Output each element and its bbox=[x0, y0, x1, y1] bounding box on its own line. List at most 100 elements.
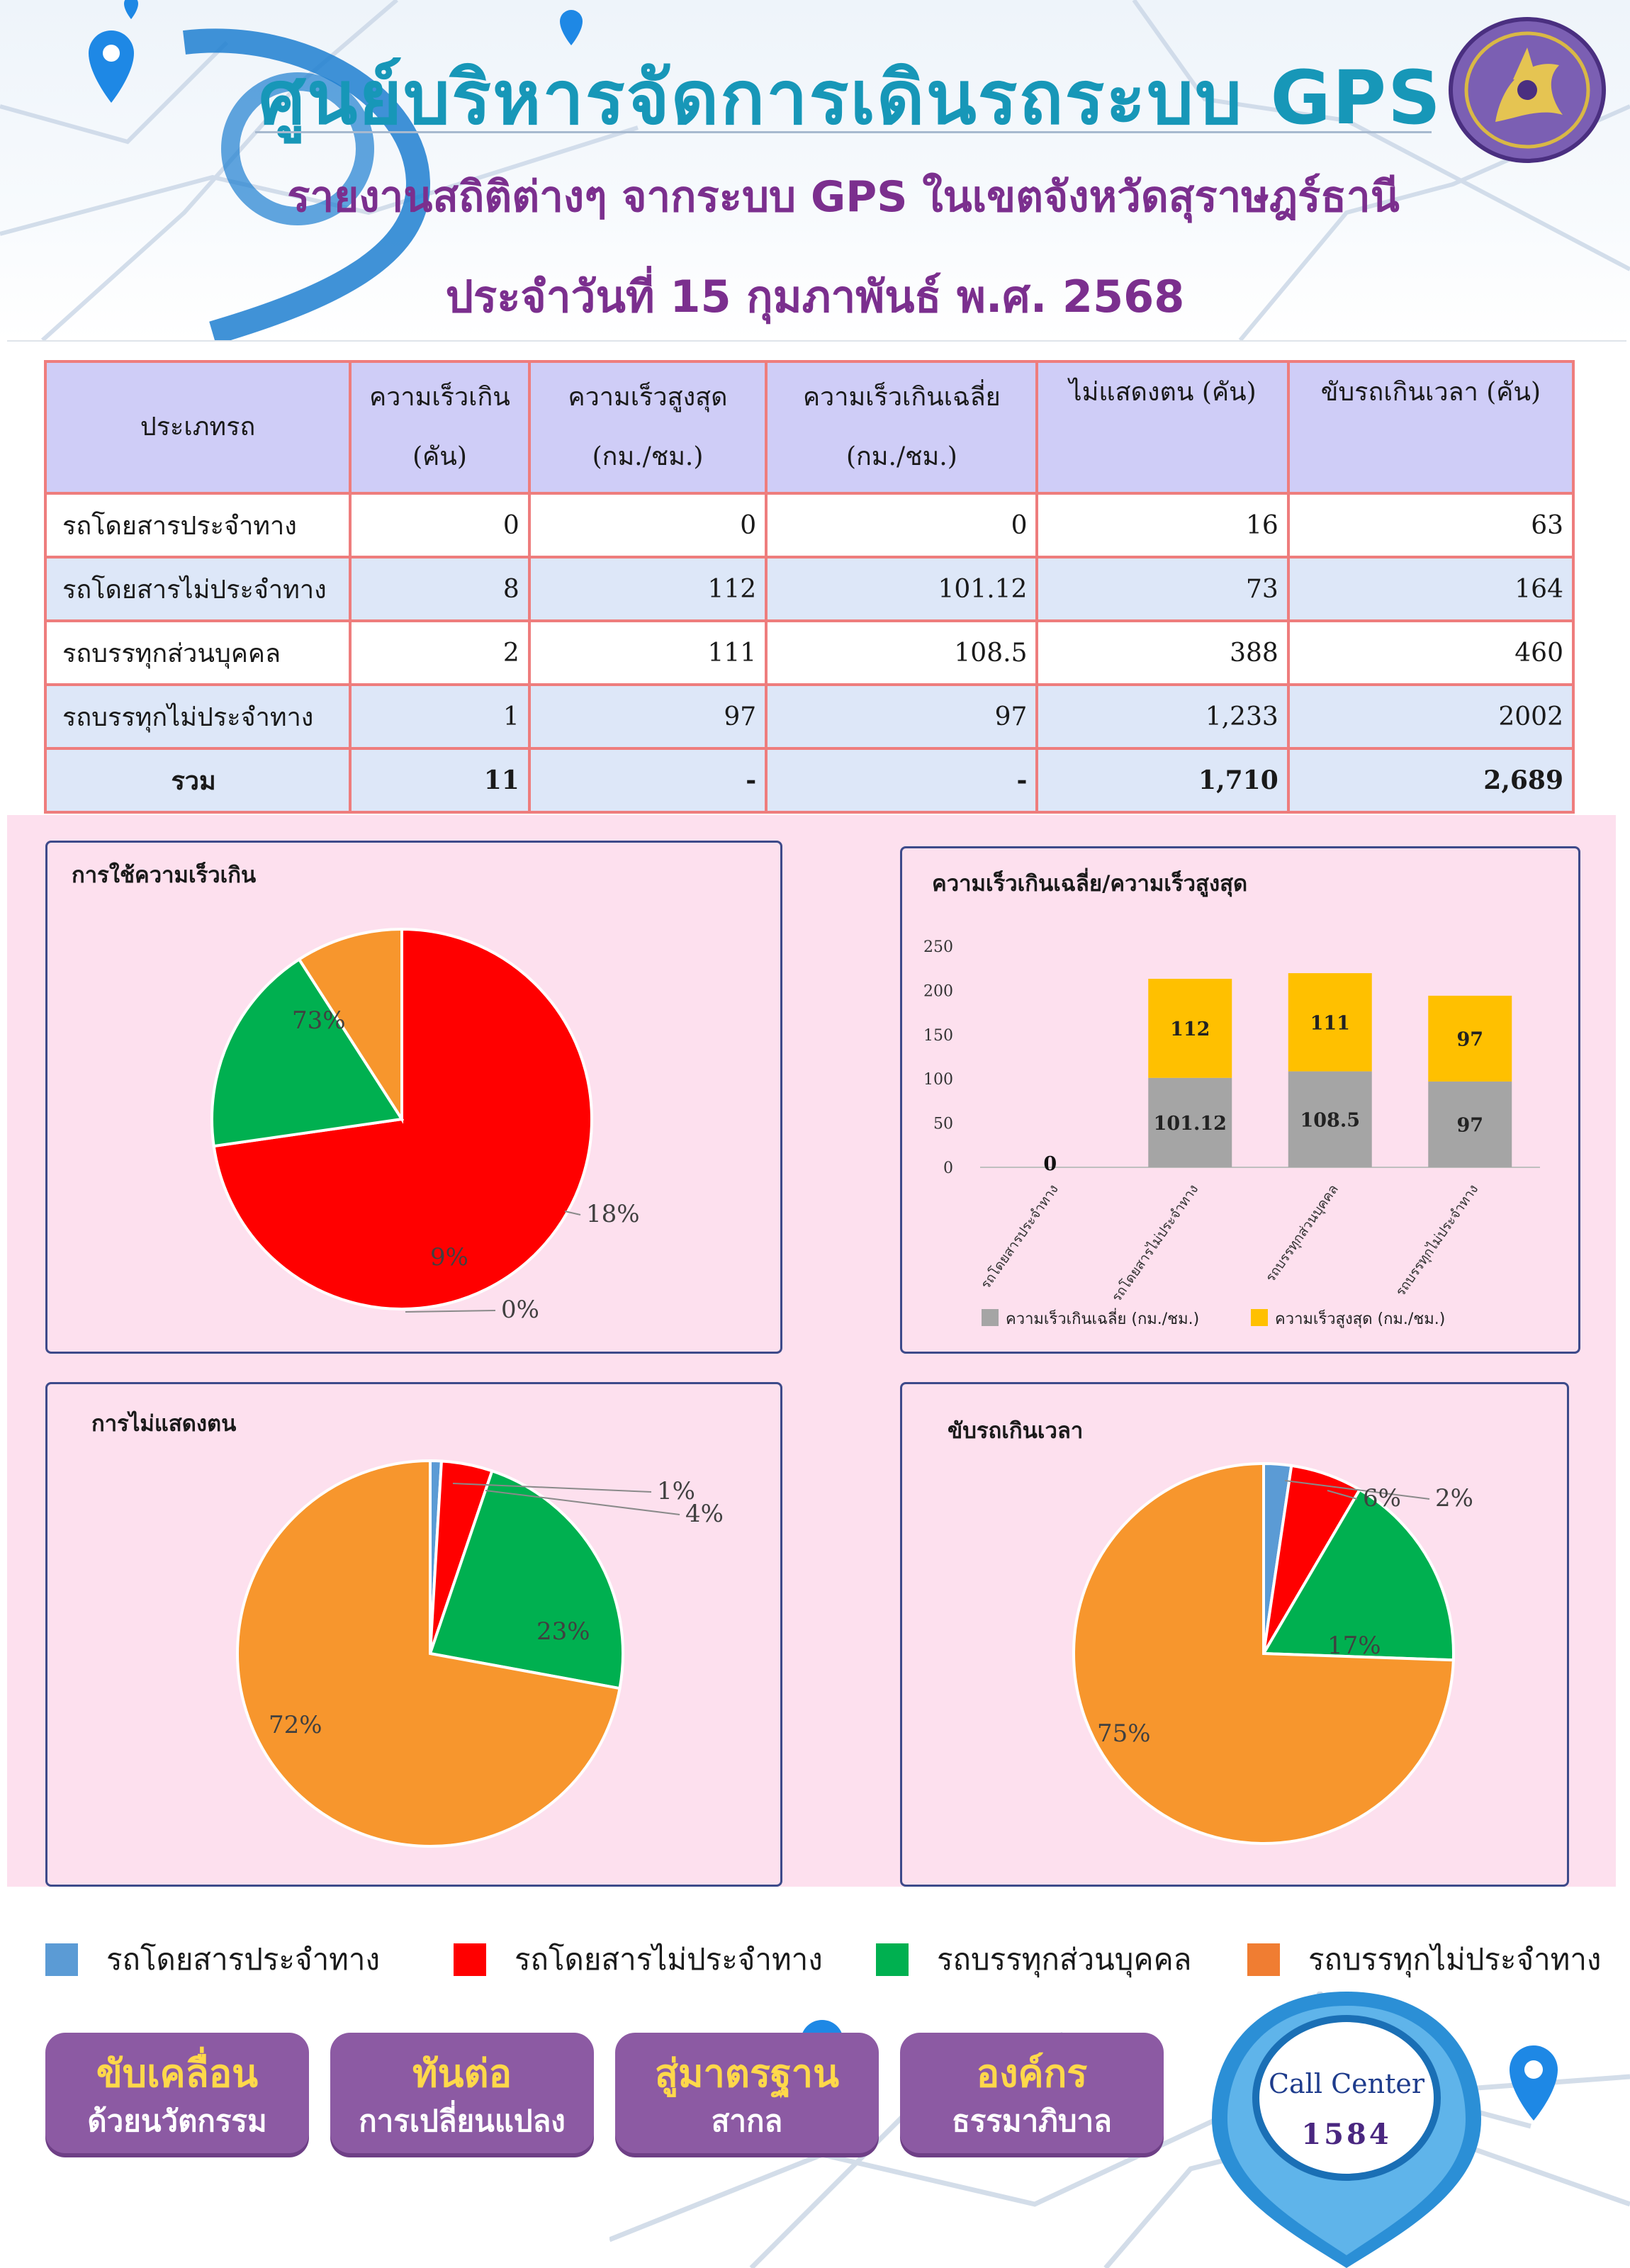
x-category-label: รถบรรทุกส่วนบุคคล bbox=[1263, 1181, 1342, 1285]
pillar-badge-standard: สู่มาตรฐาน สากล bbox=[615, 2033, 879, 2153]
y-tick-label: 150 bbox=[923, 1027, 953, 1045]
small-pin-icons bbox=[89, 0, 583, 103]
pie-leader-line bbox=[1284, 1480, 1430, 1500]
cell-total-overspeed: 11 bbox=[349, 747, 531, 814]
legend-item-truck-private: รถบรรทุกส่วนบุคคล bbox=[876, 1935, 1191, 1984]
header-overtime: ขับรถเกินเวลา (คัน) bbox=[1286, 360, 1575, 495]
cell-overtime: 164 bbox=[1286, 556, 1575, 622]
bar-segment-max bbox=[1288, 973, 1372, 1072]
table-row: รถบรรทุกส่วนบุคคล 2 111 108.5 388 460 bbox=[43, 619, 1575, 686]
bar-data-label: 97 bbox=[1456, 1114, 1483, 1136]
title-divider bbox=[255, 131, 1432, 133]
legend-item-bus-nonfixed: รถโดยสารไม่ประจำทาง bbox=[454, 1935, 823, 1984]
y-tick-label: 0 bbox=[943, 1160, 953, 1177]
cell-max-speed: 112 bbox=[527, 556, 768, 622]
bar-data-label: 111 bbox=[1310, 1012, 1350, 1034]
legend-item-truck-nonfixed: รถบรรทุกไม่ประจำทาง bbox=[1247, 1935, 1601, 1984]
charts-area: การใช้ความเร็วเกิน 0% 73% 18% 9% ความเร็วเก… bbox=[7, 815, 1616, 1887]
cell-overtime: 2002 bbox=[1286, 683, 1575, 750]
no-identity-pie-chart: 1%4% 23% 72% bbox=[236, 1459, 724, 1848]
pie-data-label: 0% bbox=[501, 1296, 539, 1324]
pie-slice-4 bbox=[297, 927, 403, 1124]
statistics-table: ประเภทรถ ความเร็วเกิน (คัน) ความเร็วสูงสุ… bbox=[43, 360, 1575, 814]
cell-overspeed: 8 bbox=[349, 556, 531, 622]
overtime-pie-chart: 2% 6% 17% 75% bbox=[1072, 1461, 1473, 1845]
pie-leader-line bbox=[564, 1211, 581, 1216]
table-row: รถโดยสารไม่ประจำทาง 8 112 101.12 73 164 bbox=[43, 556, 1575, 622]
bar-segment-avg bbox=[1288, 1071, 1372, 1167]
cell-overspeed: 2 bbox=[349, 619, 531, 686]
pie-data-label: 6% bbox=[1363, 1484, 1401, 1512]
cell-vehicle-type: รถบรรทุกส่วนบุคคล bbox=[43, 619, 352, 686]
call-center-label: Call Center bbox=[1268, 2068, 1425, 2099]
pie-data-label: 75% bbox=[1097, 1719, 1151, 1748]
pie-data-label: 73% bbox=[292, 1006, 346, 1035]
department-seal-icon bbox=[1449, 17, 1606, 163]
pie-data-label: 23% bbox=[536, 1617, 590, 1646]
bar-segment-avg bbox=[1148, 1077, 1232, 1167]
report-date: ประจำวันที่ 15 กุมภาพันธ์ พ.ศ. 2568 bbox=[445, 271, 1185, 322]
cell-vehicle-type: รถโดยสารไม่ประจำทาง bbox=[43, 556, 352, 622]
speed-bar-panel: ความเร็วเกินเฉลี่ย/ความเร็วสูงสุด 0 50 100… bbox=[900, 846, 1580, 1354]
map-pin-icon bbox=[1212, 1992, 1481, 2268]
statistics-table-section: ประเภทรถ ความเร็วเกิน (คัน) ความเร็วสูงสุ… bbox=[7, 340, 1626, 815]
speed-stacked-bar-chart: 0 50 100 150 200 250 0 รถโดยสารประจำทาง 101.12 11… bbox=[923, 938, 1540, 1328]
header-max-speed: ความเร็วสูงสุด (กม./ชม.) bbox=[527, 360, 768, 495]
cell-total-no-identity: 1,710 bbox=[1035, 747, 1290, 814]
pie-slice-4 bbox=[1072, 1461, 1455, 1845]
bar-legend-label: ความเร็วสูงสุด (กม./ชม.) bbox=[1275, 1308, 1445, 1328]
table-row: รถโดยสารประจำทาง 0 0 0 16 63 bbox=[43, 492, 1575, 558]
bar-legend-label: ความเร็วเกินเฉลี่ย (กม./ชม.) bbox=[1006, 1308, 1199, 1328]
cell-max-speed: 0 bbox=[527, 492, 768, 558]
pillar-badge-change: ทันต่อ การเปลี่ยนแปลง bbox=[330, 2033, 594, 2153]
no-identity-pie-panel: การไม่แสดงตน 1% 4% 23% 72% bbox=[45, 1382, 782, 1887]
pie-data-label: 2% bbox=[1435, 1484, 1473, 1512]
cell-total-max-speed: - bbox=[527, 747, 768, 814]
pillar-badge-innovation: ขับเคลื่อน ด้วยนวัตกรรม bbox=[45, 2033, 309, 2153]
pie-leader-line bbox=[1327, 1490, 1358, 1500]
table-row: รถบรรทุกไม่ประจำทาง 1 97 97 1,233 2002 bbox=[43, 683, 1575, 750]
pie-slice-3 bbox=[210, 957, 405, 1148]
legend-swatch bbox=[45, 1943, 78, 1976]
map-pin-graphic bbox=[183, 28, 431, 340]
map-background bbox=[0, 0, 1630, 340]
cell-no-identity: 16 bbox=[1035, 492, 1290, 558]
bar-data-label: 97 bbox=[1456, 1028, 1483, 1050]
vehicle-type-legend: รถโดยสารประจำทาง รถโดยสารไม่ประจำทาง รถบ… bbox=[0, 1935, 1630, 1992]
cell-vehicle-type: รถโดยสารประจำทาง bbox=[43, 492, 352, 558]
pie-data-label: 9% bbox=[430, 1243, 468, 1271]
overtime-pie-panel: ขับรถเกินเวลา 2% 6% 17% 75% bbox=[900, 1382, 1569, 1887]
y-tick-label: 50 bbox=[933, 1116, 953, 1133]
legend-swatch bbox=[454, 1943, 486, 1976]
cell-total-overtime: 2,689 bbox=[1286, 747, 1575, 814]
bar-legend-swatch bbox=[1251, 1309, 1268, 1326]
chart-title: การใช้ความเร็วเกิน bbox=[72, 863, 257, 888]
cell-avg-overspeed: 97 bbox=[765, 683, 1039, 750]
bar-legend-swatch bbox=[982, 1309, 999, 1326]
page-subtitle: รายงานสถิติต่างๆ จากระบบ GPS ในเขตจังหวั… bbox=[287, 172, 1400, 222]
cell-no-identity: 1,233 bbox=[1035, 683, 1290, 750]
x-category-label: รถบรรทุกไม่ประจำทาง bbox=[1393, 1181, 1482, 1299]
y-tick-label: 200 bbox=[923, 982, 953, 1000]
legend-item-bus-fixed: รถโดยสารประจำทาง bbox=[45, 1935, 380, 1984]
header-vehicle-type: ประเภทรถ bbox=[43, 360, 352, 495]
header-no-identity: ไม่แสดงตน (คัน) bbox=[1035, 360, 1290, 495]
cell-overtime: 63 bbox=[1286, 492, 1575, 558]
overspeed-pie-chart: 0% 73% 18% 9% bbox=[210, 927, 640, 1324]
cell-no-identity: 73 bbox=[1035, 556, 1290, 622]
pie-leader-line bbox=[452, 1483, 652, 1493]
x-category-label: รถโดยสารไม่ประจำทาง bbox=[1108, 1181, 1202, 1305]
header-overspeed: ความเร็วเกิน (คัน) bbox=[349, 360, 531, 495]
bar-segment-max bbox=[1428, 995, 1512, 1082]
pie-leader-line bbox=[405, 1310, 496, 1313]
chart-title: ความเร็วเกินเฉลี่ย/ความเร็วสูงสุด bbox=[932, 871, 1248, 897]
cell-vehicle-type: รถบรรทุกไม่ประจำทาง bbox=[43, 683, 352, 750]
bar-data-label: 112 bbox=[1170, 1018, 1210, 1040]
cell-no-identity: 388 bbox=[1035, 619, 1290, 686]
cell-avg-overspeed: 0 bbox=[765, 492, 1039, 558]
bar-total-label: 0 bbox=[1043, 1153, 1057, 1175]
cell-avg-overspeed: 101.12 bbox=[765, 556, 1039, 622]
report-header: ศูนย์บริหารจัดการเดินรถระบบ GPS รายงานสถ… bbox=[0, 0, 1630, 340]
bar-data-label: 101.12 bbox=[1154, 1113, 1227, 1135]
chart-title: ขับรถเกินเวลา bbox=[948, 1418, 1084, 1444]
